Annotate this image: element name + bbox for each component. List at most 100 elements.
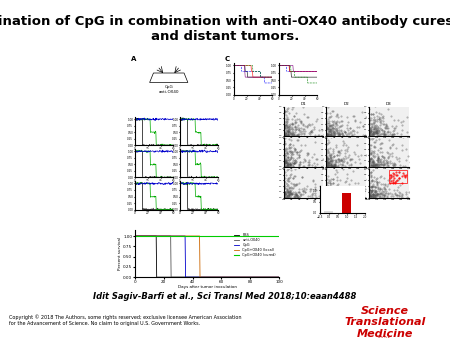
Point [374,193,381,199]
Point [294,117,301,122]
Point [350,192,357,197]
Point [292,129,299,135]
Point [300,112,307,117]
Point [324,187,331,192]
Point [288,128,296,134]
Point [369,181,376,186]
Point [281,130,288,136]
Point [297,162,304,167]
Point [383,159,390,164]
Point [291,114,298,119]
Point [297,132,305,137]
Point [324,160,331,165]
Point [399,171,406,176]
Point [323,125,330,130]
Point [344,123,351,128]
Point [288,131,295,137]
Point [281,125,288,131]
Point [296,131,303,137]
Point [281,153,288,159]
Point [387,175,394,180]
Point [284,155,291,160]
Point [380,175,387,181]
anti-OX40 [218,275,224,279]
Point [283,119,290,124]
Point [358,191,365,196]
Point [376,194,383,199]
Point [365,159,373,164]
Point [399,173,406,178]
Point [338,130,345,136]
Point [324,160,332,165]
Point [408,188,415,193]
Point [387,114,395,119]
Point [297,119,305,124]
Point [408,195,415,200]
Point [369,194,377,199]
Point [343,178,350,184]
Point [285,187,292,193]
Point [303,186,310,191]
Point [380,130,387,136]
Point [403,191,410,197]
Point [284,164,291,169]
Point [351,118,358,123]
Point [324,179,331,184]
Point [327,162,334,168]
Point [395,177,402,183]
Point [373,188,380,194]
Point [315,127,323,132]
Point [375,129,382,135]
Point [324,164,331,169]
Point [336,150,343,156]
Point [324,125,331,131]
Point [286,149,293,155]
Point [380,128,387,134]
Point [285,195,292,200]
Point [325,132,332,138]
Point [290,182,297,187]
Point [366,194,373,199]
Point [372,130,379,135]
Point [375,116,382,122]
Point [367,142,374,148]
Point [366,194,373,199]
Point [328,154,335,159]
Point [383,184,390,189]
Point [292,194,299,199]
Point [373,129,380,135]
Point [292,124,299,129]
Point [291,195,298,200]
Point [312,184,319,189]
Point [410,138,417,143]
Point [340,155,347,161]
Point [376,186,383,191]
Point [393,172,400,177]
Point [280,179,288,185]
Point [284,190,291,195]
Point [293,132,300,138]
Point [383,193,390,198]
Point [369,162,376,167]
Point [323,122,330,127]
Point [300,163,307,169]
Point [299,174,306,180]
Point [386,180,393,185]
Point [281,132,288,138]
Point [326,186,333,192]
Point [306,163,313,168]
Point [329,177,336,182]
Point [334,156,342,161]
Point [283,162,290,168]
Point [355,124,362,130]
CpG [254,275,260,279]
Point [356,188,364,193]
Point [390,173,397,178]
Point [370,125,378,131]
Point [388,192,396,197]
Point [326,178,333,184]
Point [336,156,343,162]
Point [324,141,331,147]
Point [325,153,333,158]
Point [293,110,300,116]
